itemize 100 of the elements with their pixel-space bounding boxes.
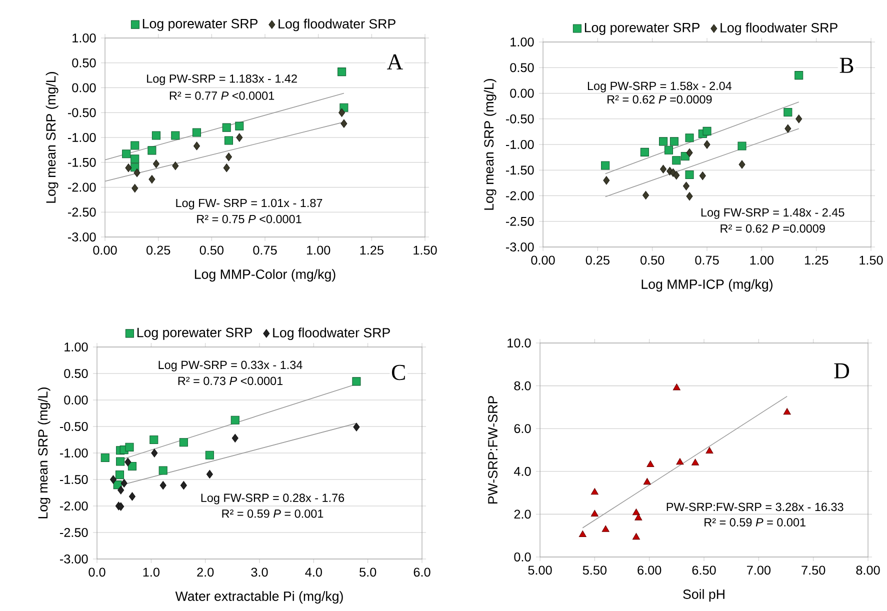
annotation: Log PW-SRP = 1.183x - 1.42	[147, 74, 297, 86]
x-tick-label: 0.75	[695, 256, 719, 265]
x-tick-label: 0.50	[200, 246, 224, 255]
point	[130, 154, 140, 164]
y-tick-label: 0.50	[510, 63, 534, 72]
point	[686, 192, 693, 201]
y-tick-label: 2.0	[514, 510, 531, 519]
point	[634, 514, 642, 520]
point	[225, 152, 232, 162]
point	[603, 176, 610, 185]
point	[672, 384, 680, 390]
point	[150, 435, 158, 444]
x-tick-label: 0.0	[88, 568, 106, 577]
point	[151, 448, 158, 458]
x-tick-label: 2.0	[197, 568, 214, 577]
point	[659, 137, 668, 146]
point	[692, 458, 699, 466]
point	[672, 156, 681, 165]
y-axis-title: Log mean SRP (mg/L)	[38, 388, 50, 518]
y-axis-title: PW-SRP:FW-SRP	[488, 396, 498, 504]
point	[230, 416, 240, 424]
point	[783, 408, 791, 415]
y-tick-label: -0.50	[60, 422, 88, 431]
y-tick-label: 1.00	[510, 38, 534, 46]
x-tick-label: 6.50	[692, 566, 716, 575]
annotation: D	[834, 363, 850, 378]
y-tick-label: -1.50	[60, 475, 88, 484]
legend-label: Log porewater SRP	[142, 18, 258, 31]
point	[148, 175, 156, 184]
point	[353, 422, 360, 432]
point	[152, 160, 160, 168]
y-tick-label: -2.50	[506, 216, 534, 226]
x-tick-label: 4.0	[305, 568, 322, 577]
y-tick-label: -1.50	[68, 158, 96, 167]
x-axis-title: Log MMP-ICP (mg/kg)	[642, 279, 772, 292]
annotation: R² = 0.77 P <0.0001	[170, 92, 274, 100]
point	[148, 146, 156, 155]
point	[670, 137, 678, 146]
point	[794, 71, 804, 80]
x-tick-label: 8.00	[856, 566, 880, 575]
point	[180, 481, 187, 490]
y-tick-label: -0.50	[506, 114, 534, 124]
annotation: Log FW- SRP = 1.01x - 1.87	[176, 198, 322, 210]
annotation: B	[840, 58, 854, 73]
point	[590, 510, 598, 516]
point	[738, 142, 746, 150]
legend-label: Log floodwater SRP	[720, 22, 838, 36]
annotation: A	[386, 54, 403, 70]
point	[578, 530, 586, 538]
point	[236, 133, 243, 142]
point	[338, 68, 346, 76]
point	[664, 146, 674, 154]
annotation: R² = 0.75 P <0.0001	[197, 214, 302, 224]
point	[673, 170, 680, 180]
x-tick-label: 7.00	[746, 566, 770, 575]
point	[116, 457, 125, 466]
point	[179, 438, 188, 447]
y-tick-label: -0.50	[68, 108, 96, 118]
point	[171, 131, 180, 140]
point	[642, 190, 650, 200]
y-tick-label: -1.00	[68, 133, 96, 142]
y-tick-label: 0.00	[64, 396, 88, 404]
x-tick-label: 6.0	[414, 568, 430, 577]
point	[660, 164, 667, 174]
point	[702, 126, 712, 136]
point	[130, 141, 140, 150]
x-tick-label: 0.75	[253, 246, 277, 255]
x-tick-label: 1.50	[860, 256, 883, 265]
point	[192, 128, 202, 137]
x-axis-title: Water extractable Pi (mg/kg)	[175, 591, 343, 604]
point	[128, 492, 136, 501]
annotation: R² = 0.62 P =0.0009	[720, 224, 825, 233]
point	[160, 481, 166, 490]
point	[796, 114, 802, 124]
x-tick-label: 0.00	[531, 256, 555, 265]
x-tick-label: 1.0	[143, 568, 160, 577]
point	[704, 140, 710, 149]
y-tick-label: 1.00	[64, 342, 88, 352]
legend-label: Log porewater SRP	[137, 328, 252, 340]
y-tick-label: -3.00	[60, 554, 88, 564]
annotation: Log FW-SRP = 1.48x - 2.45	[701, 208, 844, 219]
x-tick-label: 1.25	[804, 256, 828, 265]
y-tick-label: 0.0	[514, 552, 531, 562]
annotation: Log PW-SRP = 0.33x - 1.34	[158, 360, 302, 372]
x-tick-label: 5.00	[528, 566, 552, 575]
point	[632, 508, 640, 516]
annotation: R² = 0.59 P = 0.001	[704, 518, 806, 526]
y-tick-label: -2.00	[60, 502, 88, 510]
y-tick-label: -2.50	[60, 528, 88, 537]
point	[206, 470, 213, 478]
point	[224, 136, 234, 145]
legend-label: Log porewater SRP	[584, 22, 700, 35]
point	[120, 478, 128, 488]
y-tick-label: 8.0	[514, 381, 531, 390]
y-tick-label: -2.00	[68, 182, 96, 192]
y-tick-label: -1.00	[60, 448, 88, 458]
y-tick-label: 0.50	[72, 58, 96, 68]
y-tick-label: -3.00	[506, 242, 534, 252]
y-tick-label: 6.0	[514, 424, 531, 434]
y-tick-label: 0.00	[510, 88, 534, 98]
